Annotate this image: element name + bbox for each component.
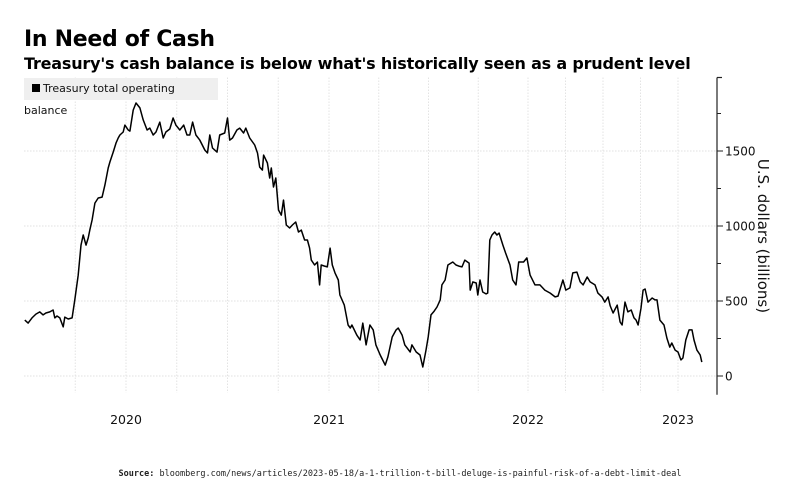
y-tick-label: 1000 [725, 220, 756, 234]
source-label: Source: [118, 469, 155, 479]
y-tick-label: 500 [725, 295, 748, 309]
x-tick-label: 2020 [110, 412, 142, 427]
y-tick-label: 0 [725, 370, 733, 384]
x-axis: 2020 2021 2022 2023 [110, 412, 694, 427]
x-tick-label: 2023 [662, 412, 694, 427]
legend: Treasury total operating balance [24, 78, 218, 117]
gridlines [24, 77, 717, 393]
x-tick-label: 2022 [512, 412, 544, 427]
y-axis-label: U.S. dollars (billions) [754, 159, 772, 313]
series-line-treasury-balance [24, 102, 703, 368]
chart-subtitle: Treasury's cash balance is below what's … [24, 54, 691, 73]
legend-label: Treasury total operating balance [24, 82, 175, 117]
legend-swatch [32, 84, 40, 92]
source-text: bloomberg.com/news/articles/2023-05-18/a… [159, 469, 682, 479]
y-axis: 0 500 1000 1500 [716, 76, 756, 395]
source-note: Source: bloomberg.com/news/articles/2023… [0, 469, 800, 479]
x-tick-label: 2021 [313, 412, 345, 427]
chart-title: In Need of Cash [24, 27, 215, 52]
y-tick-label: 1500 [725, 145, 756, 159]
